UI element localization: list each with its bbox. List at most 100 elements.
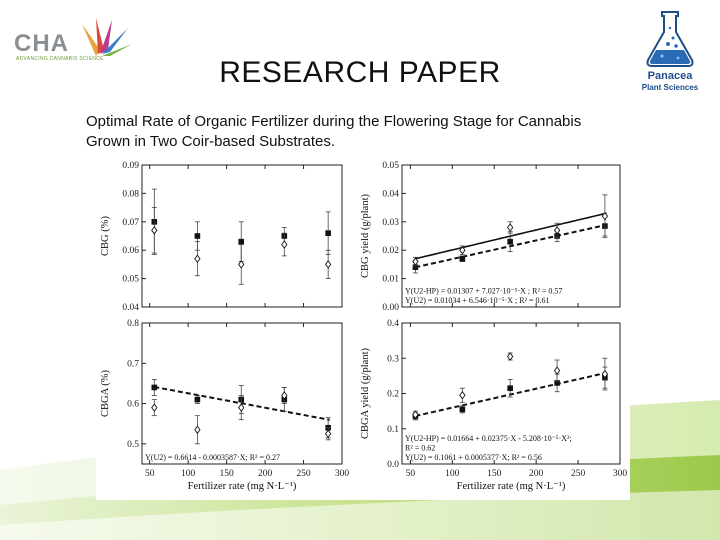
data-point-diamond bbox=[238, 403, 245, 412]
chart-panel-top-right: 0.00 0.01 0.02 0.03 0.04 0.05 CBG yield (g/pla… bbox=[360, 161, 621, 313]
data-point-diamond bbox=[281, 240, 288, 249]
flask-icon bbox=[646, 11, 694, 67]
slide-title: RESEARCH PAPER bbox=[219, 56, 501, 89]
y-tick-label: 0.01 bbox=[382, 275, 399, 285]
data-point-square bbox=[151, 384, 158, 391]
y-tick-label: 0.05 bbox=[382, 161, 399, 171]
y-tick-label: 0.04 bbox=[382, 189, 399, 199]
y-tick-label: 0.4 bbox=[387, 319, 399, 329]
data-point-diamond bbox=[324, 429, 332, 439]
data-point-square bbox=[194, 233, 201, 239]
y-tick-label: 0.2 bbox=[387, 390, 399, 400]
data-point-diamond bbox=[281, 391, 288, 400]
cha-logo: CHA ADVANCING CANNABIS SCIENCE bbox=[14, 14, 134, 62]
fit-equation: Y(U2) = 0.01034 + 6.546·10⁻⁵·X ; R² = 0.… bbox=[405, 296, 550, 305]
plot-frame bbox=[141, 164, 343, 308]
x-tick-label: 250 bbox=[571, 469, 586, 479]
plot-frame bbox=[141, 322, 343, 465]
fit-line-dashed bbox=[154, 385, 330, 421]
fit-equation: Y(U2) = 0.1061 + 0.0005377·X; R² = 0.56 bbox=[405, 453, 542, 462]
paper-title: Optimal Rate of Organic Fertilizer durin… bbox=[86, 112, 646, 152]
y-tick-label: 0.1 bbox=[387, 425, 399, 435]
fit-equation: Y(U2-HP) = 0.01307 + 7.027·10⁻⁵·X ; R² =… bbox=[405, 287, 562, 296]
x-tick-label: 100 bbox=[445, 469, 460, 479]
fit-line-solid bbox=[415, 212, 607, 260]
y-tick-label: 0.03 bbox=[382, 218, 399, 228]
x-axis-label: Fertilizer rate (mg N·L⁻¹) bbox=[188, 481, 297, 492]
y-tick-label: 0.00 bbox=[382, 303, 399, 313]
data-point-diamond bbox=[507, 352, 514, 361]
data-point-diamond bbox=[553, 226, 561, 235]
cha-wordmark: CHA bbox=[14, 30, 69, 57]
data-point-square bbox=[507, 238, 513, 245]
data-point-diamond bbox=[459, 391, 466, 400]
data-point-diamond bbox=[412, 257, 419, 266]
x-tick-label: 150 bbox=[487, 469, 502, 479]
y-tick-label: 0.06 bbox=[122, 246, 139, 256]
x-tick-label: 300 bbox=[335, 469, 350, 479]
x-tick-label: 50 bbox=[406, 469, 416, 479]
y-axis-label: CBG (%) bbox=[100, 216, 111, 256]
plot-frame bbox=[401, 164, 621, 308]
data-point-square bbox=[412, 264, 419, 271]
y-tick-label: 0.5 bbox=[127, 440, 139, 450]
data-point-diamond bbox=[238, 260, 245, 269]
y-tick-label: 0.04 bbox=[122, 303, 139, 313]
panacea-wordmark: Panacea bbox=[647, 70, 693, 82]
y-tick-label: 0.3 bbox=[387, 354, 399, 364]
data-point-diamond bbox=[601, 211, 609, 221]
fit-equation: R² = 0.62 bbox=[405, 444, 435, 453]
y-tick-label: 0.05 bbox=[122, 275, 139, 285]
cha-leaf-icon bbox=[82, 18, 132, 56]
chart-panel-top-left: 0.04 0.05 0.06 0.07 0.08 0.09 CBG (%) bbox=[100, 161, 343, 313]
x-tick-label: 200 bbox=[529, 469, 544, 479]
x-tick-label: 200 bbox=[258, 469, 273, 479]
x-tick-label: 300 bbox=[613, 469, 628, 479]
x-tick-label: 100 bbox=[181, 469, 196, 479]
data-point-diamond bbox=[459, 245, 466, 255]
data-point-diamond bbox=[151, 403, 158, 412]
x-tick-label: 50 bbox=[145, 469, 155, 479]
data-point-diamond bbox=[507, 223, 514, 232]
data-point-diamond bbox=[324, 260, 332, 269]
fit-equation: Y(U2-HP) = 0.01664 + 0.02375·X - 5.208·1… bbox=[405, 434, 572, 443]
fit-line-dashed bbox=[415, 223, 607, 269]
data-point-square bbox=[194, 396, 201, 403]
data-point-diamond bbox=[412, 410, 419, 419]
y-axis-label: CBG yield (g/plant) bbox=[360, 194, 371, 278]
y-tick-label: 0.8 bbox=[127, 319, 139, 329]
panacea-logo: Panacea Plant Sciences bbox=[632, 8, 708, 94]
data-point-square bbox=[459, 255, 466, 262]
x-axis-label: Fertilizer rate (mg N·L⁻¹) bbox=[457, 481, 566, 492]
x-tick-label: 150 bbox=[219, 469, 234, 479]
figure-panel: 0.04 0.05 0.06 0.07 0.08 0.09 CBG (%) 0.00 0.01 0… bbox=[96, 155, 630, 500]
fit-line-dashed bbox=[415, 371, 607, 417]
data-point-diamond bbox=[553, 366, 561, 375]
data-point-square bbox=[238, 238, 245, 245]
y-axis-label: CBGA (%) bbox=[100, 370, 111, 417]
fit-equation: Y(U2) = 0.6614 - 0.0003587·X; R² = 0.27 bbox=[145, 453, 280, 462]
y-tick-label: 0.0 bbox=[387, 460, 399, 470]
data-point-square bbox=[507, 385, 513, 392]
data-point-square bbox=[325, 230, 331, 236]
data-point-diamond bbox=[194, 254, 201, 263]
paper-title-line-2: Grown in Two Coir-based Substrates. bbox=[86, 133, 336, 150]
y-tick-label: 0.07 bbox=[122, 218, 139, 228]
y-tick-label: 0.6 bbox=[127, 400, 139, 410]
paper-title-line-1: Optimal Rate of Organic Fertilizer durin… bbox=[86, 113, 582, 130]
data-point-square bbox=[459, 406, 466, 413]
y-tick-label: 0.02 bbox=[382, 246, 399, 256]
y-tick-label: 0.7 bbox=[127, 359, 139, 369]
y-tick-label: 0.08 bbox=[122, 189, 139, 199]
x-tick-label: 250 bbox=[296, 469, 311, 479]
panacea-tagline: Plant Sciences bbox=[641, 83, 699, 92]
data-point-diamond bbox=[601, 369, 609, 379]
y-tick-label: 0.09 bbox=[122, 161, 139, 171]
data-point-diamond bbox=[151, 226, 158, 235]
y-axis-label: CBGA yield (g/plant) bbox=[360, 348, 371, 439]
cha-tagline: ADVANCING CANNABIS SCIENCE bbox=[16, 56, 104, 62]
data-point-square bbox=[554, 380, 560, 386]
chart-panel-bottom-right: 0.0 0.1 0.2 0.3 0.4 50 100 150 200 250 300 CBGA yie… bbox=[360, 319, 628, 492]
